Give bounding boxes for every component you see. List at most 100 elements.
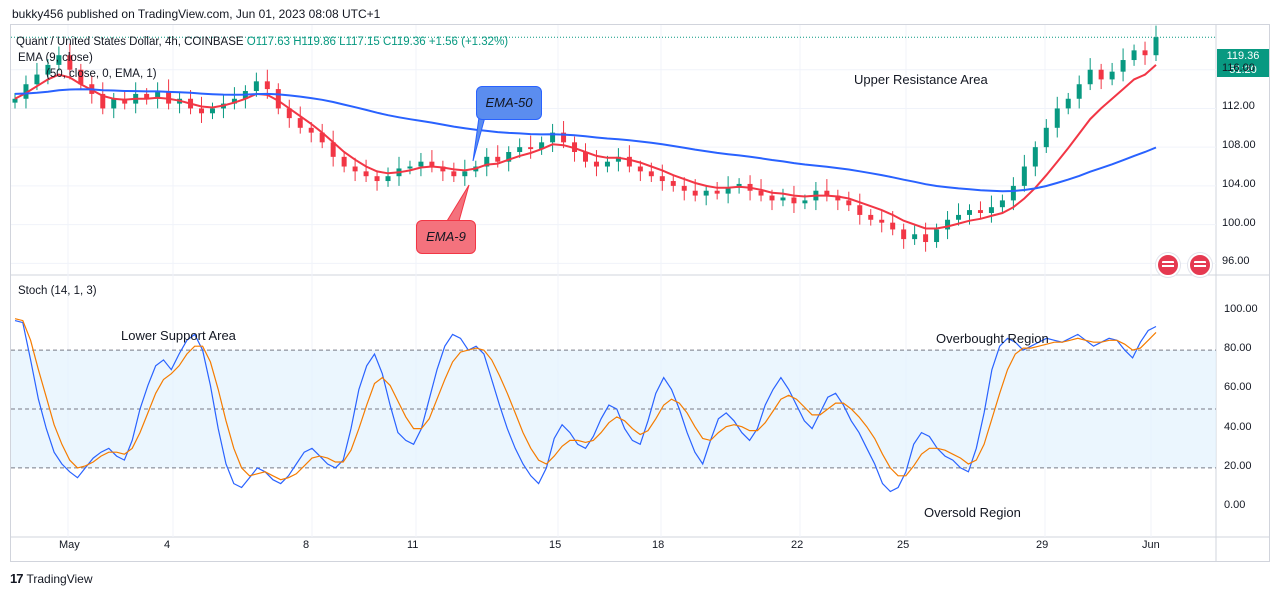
candle: [780, 188, 786, 207]
candle: [857, 193, 863, 225]
candle: [1076, 75, 1082, 109]
candle: [1131, 44, 1137, 66]
candle: [341, 151, 347, 173]
candle-body: [868, 214, 874, 220]
candle: [637, 160, 643, 182]
us-flag-event-icon[interactable]: [1156, 253, 1180, 277]
main-chart[interactable]: [11, 25, 1269, 561]
candle-body: [495, 156, 501, 162]
upper-resistance-label: Upper Resistance Area: [854, 72, 988, 87]
candle-body: [319, 132, 325, 143]
candle-body: [966, 210, 972, 215]
candle-body: [451, 171, 457, 177]
candle: [901, 223, 907, 249]
candle: [286, 99, 292, 128]
candle-body: [144, 93, 150, 99]
candle: [1032, 141, 1038, 177]
candle: [725, 176, 731, 204]
candle: [1065, 92, 1071, 115]
candle-body: [561, 132, 567, 143]
candle-body: [681, 185, 687, 191]
candle-body: [352, 166, 358, 172]
us-flag-event-icon[interactable]: [1188, 253, 1212, 277]
candle: [242, 85, 248, 109]
time-tick-label: 29: [1036, 539, 1049, 551]
candle-body: [253, 81, 259, 92]
candle-body: [780, 197, 786, 201]
candle-body: [912, 234, 918, 240]
overbought-label: Overbought Region: [936, 331, 1049, 346]
candle: [12, 92, 18, 109]
candle: [670, 175, 676, 192]
publisher-line: bukky456 published on TradingView.com, J…: [12, 7, 381, 21]
candle-body: [1032, 147, 1038, 167]
ema50-callout[interactable]: EMA-50: [476, 86, 542, 120]
candle-body: [363, 171, 369, 177]
price-badge: 119.36: [1217, 49, 1269, 63]
candle: [593, 150, 599, 177]
candle: [111, 92, 117, 119]
candle-body: [1054, 108, 1060, 128]
candle-body: [264, 81, 270, 90]
candle-body: [111, 98, 117, 109]
candle: [231, 87, 237, 110]
candle: [824, 179, 830, 202]
candle: [714, 182, 720, 200]
ema50-legend[interactable]: (50, close, 0, EMA, 1): [46, 68, 157, 80]
time-tick-label: Jun: [1142, 539, 1160, 551]
candle-body: [484, 156, 490, 167]
candle: [846, 191, 852, 212]
stoch-tick-label: 80.00: [1224, 342, 1252, 355]
candle: [330, 130, 336, 167]
candle: [1043, 119, 1049, 153]
candle: [1109, 62, 1115, 86]
price-tick-label: 108.00: [1222, 139, 1256, 152]
candle-body: [988, 207, 994, 213]
candle-body: [297, 118, 303, 128]
stoch-tick-label: 100.00: [1224, 302, 1258, 315]
candle-body: [275, 89, 281, 109]
candle-body: [1098, 69, 1104, 80]
candle: [988, 195, 994, 223]
time-tick-label: 15: [549, 539, 562, 551]
candle-body: [637, 166, 643, 172]
candle: [879, 211, 885, 233]
candle-body: [626, 156, 632, 167]
ema9-legend[interactable]: EMA (9, close): [18, 52, 93, 64]
candle-body: [12, 98, 18, 103]
candle: [407, 160, 413, 175]
ema9-callout[interactable]: EMA-9: [416, 220, 476, 254]
candle-body: [824, 190, 830, 196]
low-value: L117.15: [339, 36, 380, 48]
candle-body: [56, 55, 62, 65]
candle: [703, 184, 709, 206]
candle-body: [714, 190, 720, 194]
candle-body: [506, 152, 512, 162]
candle: [912, 225, 918, 245]
candle-body: [769, 195, 775, 201]
candle-body: [155, 91, 161, 99]
time-tick-label: 18: [652, 539, 665, 551]
candle-body: [670, 181, 676, 186]
candle: [550, 123, 556, 152]
candle-body: [550, 132, 556, 143]
stoch-legend[interactable]: Stoch (14, 1, 3): [18, 285, 97, 297]
stoch-tick-label: 20.00: [1224, 459, 1252, 472]
candle: [539, 136, 545, 155]
time-tick-label: May: [59, 539, 80, 551]
candle-body: [692, 190, 698, 196]
ohlc-legend: Quant / United States Dollar, 4h, COINBA…: [16, 36, 508, 48]
candle-body: [1010, 185, 1016, 201]
candle-body: [34, 74, 40, 85]
stoch-tick-label: 40.00: [1224, 420, 1252, 433]
price-tick-label: 100.00: [1222, 216, 1256, 229]
candle-body: [528, 147, 534, 150]
candle-body: [418, 161, 424, 167]
candle: [166, 79, 172, 110]
candle-body: [659, 176, 665, 182]
candle-body: [1065, 98, 1071, 109]
stoch-k-line: [14, 320, 1157, 493]
candle: [977, 201, 983, 219]
candle-body: [374, 176, 380, 182]
candle-body: [835, 195, 841, 201]
